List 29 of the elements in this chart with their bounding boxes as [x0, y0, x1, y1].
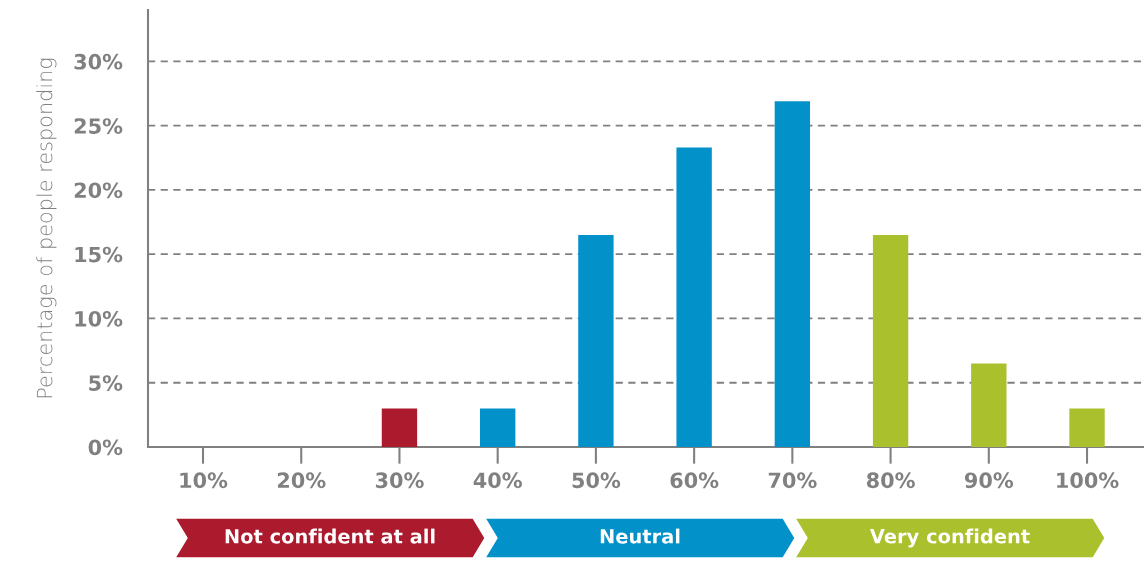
bar: [1069, 408, 1105, 447]
bar: [381, 408, 418, 447]
y-tick-label: 25%: [74, 118, 123, 134]
text: Very confident: [869, 528, 1030, 548]
y-axis-title: Percentage of people responding: [36, 58, 57, 398]
y-tick-label: 0%: [88, 439, 123, 456]
x-tick-label: 40%: [473, 472, 522, 489]
bar: [578, 234, 614, 447]
x-tick-label: 50%: [572, 472, 621, 489]
x-tick-label: 80%: [866, 472, 915, 489]
x-tick-label: 10%: [180, 472, 228, 489]
y-tick-label: 15%: [75, 246, 123, 263]
y-tick-label: 30%: [74, 53, 123, 70]
x-tick-label: 100%: [1057, 472, 1119, 489]
x-tick-label: 60%: [670, 472, 719, 489]
y-tick-label: 10%: [75, 310, 123, 327]
x-tick-label: 70%: [768, 472, 817, 489]
x-tick-label: 20%: [277, 472, 326, 489]
bar: [971, 363, 1007, 447]
bar: [872, 234, 909, 447]
text: Not confident at all: [225, 528, 435, 544]
y-tick-label: 5%: [89, 375, 123, 391]
bar: [480, 408, 516, 447]
y-tick-label: 20%: [74, 182, 123, 199]
text: Neutral: [600, 528, 680, 544]
x-tick-label: 30%: [375, 472, 424, 489]
bar: [774, 101, 811, 447]
x-tick-label: 90%: [964, 472, 1014, 489]
bar: [676, 147, 712, 447]
